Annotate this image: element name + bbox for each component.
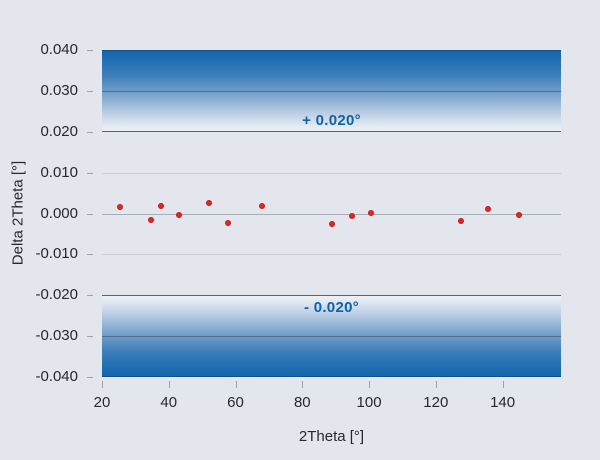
y-tick-label: 0.040 [40,41,78,58]
y-tick-mark [87,172,93,174]
data-point [485,205,492,212]
gridline [102,172,561,174]
y-tick-mark [87,295,93,297]
gridline [102,213,561,215]
y-tick-mark [87,254,93,256]
x-tick-mark [369,381,371,388]
y-tick-mark [87,131,93,133]
data-point [147,216,154,223]
band-label-upper: + 0.020° [302,111,361,129]
x-tick-mark [235,381,237,388]
y-tick-label: -0.030 [35,327,78,345]
band-label-lower: - 0.020° [303,299,360,317]
y-tick-label: 0.000 [40,204,78,222]
data-point [457,218,464,225]
x-tick-mark [302,381,304,388]
gridline [102,336,561,338]
y-tick-mark [87,336,93,338]
y-tick-label: -0.040 [35,368,78,385]
y-tick-label: -0.020 [35,286,78,304]
x-tick-label: 140 [490,394,516,411]
data-point [368,209,375,216]
y-tick-mark [87,50,93,51]
data-point [158,202,165,209]
data-point [349,212,356,219]
y-tick-label: 0.010 [40,163,78,181]
y-axis-title: Delta 2Theta [°] [9,160,27,266]
x-tick-mark [168,381,170,388]
y-tick-label: 0.020 [40,122,78,140]
x-tick-label: 120 [423,394,449,411]
data-point [515,212,522,219]
x-tick-mark [435,381,437,388]
gridline [102,254,561,256]
x-tick-label: 100 [356,394,382,411]
x-tick-mark [502,381,504,388]
x-tick-label: 60 [227,394,244,411]
y-tick-mark [87,213,93,215]
y-tick-mark [87,90,93,92]
x-tick-label: 40 [160,394,178,411]
data-point [224,220,231,227]
data-point [259,202,266,209]
data-point [117,203,124,210]
y-tick-mark [87,377,93,378]
data-point [205,199,212,206]
y-tick-label: 0.030 [40,81,78,99]
gridline [102,90,561,92]
x-tick-mark [102,381,103,388]
x-axis-title: 2Theta [°] [298,428,365,445]
y-tick-label: -0.010 [35,245,78,263]
data-point [176,212,183,219]
x-tick-label: 80 [293,394,311,411]
x-tick-label: 20 [93,394,111,411]
data-point [328,220,335,227]
